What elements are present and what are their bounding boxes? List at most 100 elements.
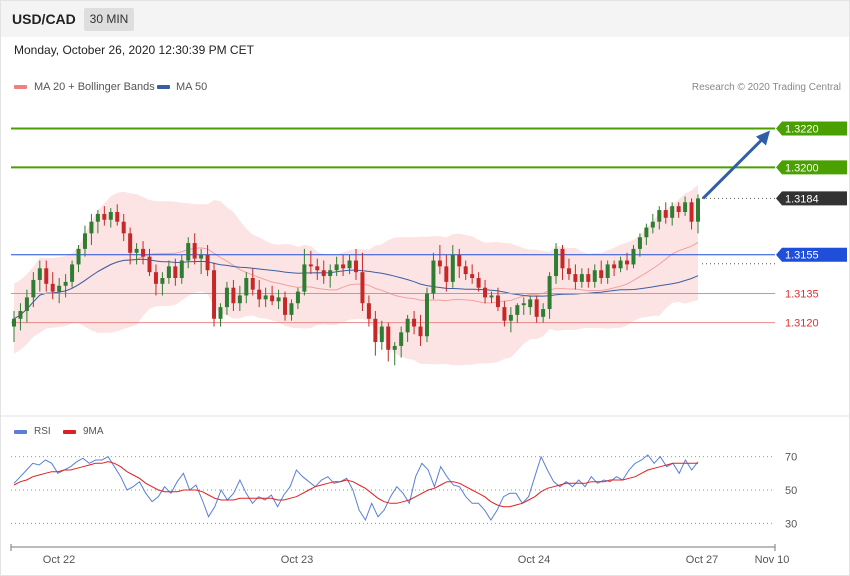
candle-bull xyxy=(450,254,455,282)
symbol-title: USD/CAD xyxy=(12,11,76,27)
candle-bull xyxy=(508,314,513,321)
rsi-series-9MA xyxy=(13,461,698,508)
level-tag-1.3184 xyxy=(776,191,847,206)
candle-bull xyxy=(657,210,662,222)
candle-bear xyxy=(386,326,391,350)
level-label-1.3135: 1.3135 xyxy=(785,289,819,301)
candle-bull xyxy=(302,264,307,292)
level-tag-1.3155 xyxy=(776,247,847,262)
chart-header: USD/CAD 30 MIN xyxy=(1,1,849,37)
candle-bear xyxy=(283,297,288,315)
candle-bull xyxy=(696,198,700,222)
candle-bear xyxy=(560,248,565,269)
candle-bear xyxy=(44,268,49,284)
candle-bull xyxy=(70,264,75,282)
candle-bear xyxy=(502,307,507,321)
ma9-legend-label: 9MA xyxy=(83,426,104,437)
candle-bull xyxy=(347,260,352,269)
candle-bear xyxy=(566,268,571,275)
candle-bull xyxy=(631,248,636,265)
candle-bull xyxy=(76,248,81,265)
candle-bear xyxy=(612,264,617,269)
x-tick-label: Oct 27 xyxy=(686,554,718,566)
candle-bear xyxy=(676,206,681,212)
forecast-arrow-line xyxy=(701,136,766,200)
forecast-arrow-head xyxy=(756,130,770,146)
level-label-1.3184: 1.3184 xyxy=(785,193,819,205)
level-label-1.3200: 1.3200 xyxy=(785,162,819,174)
level-label-1.3120: 1.3120 xyxy=(785,318,819,330)
timeframe-button[interactable]: 30 MIN xyxy=(84,8,134,31)
candle-bull xyxy=(644,227,649,238)
candle-bull xyxy=(579,274,584,282)
candle-bull xyxy=(399,332,404,346)
candle-bull xyxy=(276,297,281,302)
candle-bear xyxy=(437,260,442,267)
candle-bull xyxy=(489,295,494,298)
candle-bull xyxy=(618,260,623,269)
candle-bull xyxy=(18,311,23,319)
candle-bear xyxy=(115,212,120,222)
timestamp: Monday, October 26, 2020 12:30:39 PM CET xyxy=(14,43,254,57)
candle-bear xyxy=(444,266,449,282)
candle-bear xyxy=(354,260,358,273)
level-label-1.3220: 1.3220 xyxy=(785,124,819,136)
candle-bull xyxy=(57,285,62,292)
candle-bull xyxy=(244,278,249,296)
candle-bull xyxy=(95,213,100,222)
candle-bull xyxy=(218,307,223,319)
candle-bull xyxy=(160,278,165,284)
candle-bear xyxy=(663,210,668,218)
rsi-legend-label: RSI xyxy=(34,426,51,437)
candle-bull xyxy=(37,268,42,280)
candle-bull xyxy=(670,206,675,218)
candle-bull xyxy=(89,221,94,234)
candle-bull xyxy=(289,303,294,315)
candle-bear xyxy=(147,256,152,273)
ma50-legend-label: MA 50 xyxy=(176,81,208,93)
candle-bear xyxy=(212,270,217,319)
candle-bull xyxy=(295,291,300,304)
candle-bear xyxy=(366,303,371,319)
ma20-legend-swatch xyxy=(14,85,27,89)
candle-bull xyxy=(328,270,333,277)
candle-bear xyxy=(121,221,126,234)
candle-bear xyxy=(599,270,604,278)
rsi-tick-50: 50 xyxy=(785,485,797,497)
candle-bull xyxy=(199,254,204,259)
candle-bull xyxy=(31,279,36,298)
candle-bull xyxy=(24,297,29,311)
candle-bull xyxy=(528,299,533,308)
candle-bear xyxy=(412,318,417,327)
candle-bull xyxy=(650,221,655,228)
candle-bear xyxy=(495,295,500,308)
candle-bear xyxy=(257,289,262,300)
candle-bull xyxy=(186,243,191,261)
candle-bull xyxy=(521,303,526,306)
x-tick-label: Oct 24 xyxy=(518,554,550,566)
candle-bull xyxy=(334,264,339,271)
level-tag-1.3200 xyxy=(776,160,847,175)
candle-bear xyxy=(141,248,146,257)
candle-bull xyxy=(108,212,113,220)
x-tick-label: Oct 22 xyxy=(43,554,75,566)
candle-bull xyxy=(263,295,268,300)
candle-bear xyxy=(534,299,539,317)
candle-bear xyxy=(689,202,694,222)
candle-bull xyxy=(637,237,642,249)
ma50-legend-swatch xyxy=(157,85,170,89)
candle-bull xyxy=(224,287,229,308)
candle-bear xyxy=(315,266,320,271)
candle-bull xyxy=(683,202,688,212)
candle-bear xyxy=(360,272,365,304)
candle-bull xyxy=(392,345,397,350)
rsi-tick-70: 70 xyxy=(785,452,797,464)
candle-bear xyxy=(153,272,158,284)
level-tag-1.3220 xyxy=(776,121,847,136)
candle-bear xyxy=(102,213,107,220)
ma20-legend-label: MA 20 + Bollinger Bands xyxy=(34,81,155,93)
candle-bear xyxy=(586,274,591,282)
candle-bear xyxy=(483,287,488,298)
candle-bear xyxy=(457,254,462,267)
